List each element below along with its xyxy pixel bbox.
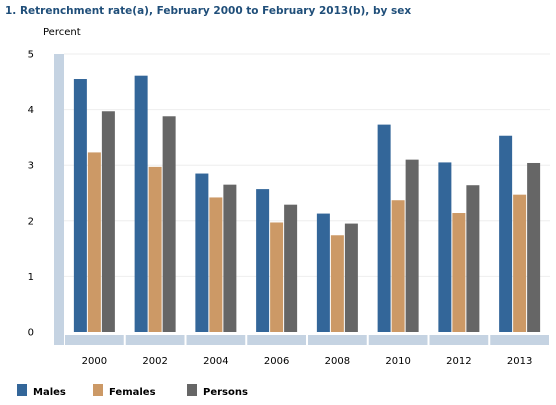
x-axis-segment xyxy=(65,335,124,345)
x-tick-label: 2013 xyxy=(507,356,532,367)
bar-males-2012 xyxy=(438,162,452,332)
bar-females-2004 xyxy=(209,197,223,332)
x-axis-segment xyxy=(368,335,428,345)
y-tick-label: 3 xyxy=(28,161,34,172)
bar-males-2008 xyxy=(316,213,330,332)
bar-females-2000 xyxy=(87,152,101,332)
legend-swatch-persons xyxy=(187,384,197,396)
bar-persons-2006 xyxy=(284,204,298,332)
x-tick-label: 2002 xyxy=(142,356,167,367)
bar-males-2000 xyxy=(73,79,87,333)
x-axis-segment xyxy=(308,335,367,345)
x-axis-segment xyxy=(490,335,549,345)
y-tick-label: 5 xyxy=(28,50,34,61)
bar-females-2006 xyxy=(270,222,284,332)
bar-females-2002 xyxy=(148,166,162,332)
x-axis: 2000 2002 2004 2006 2008 2010 2012 2013 xyxy=(65,335,549,367)
legend: Males Females Persons xyxy=(17,384,248,398)
x-tick-label: 2000 xyxy=(82,356,107,367)
bar-females-2013 xyxy=(513,194,527,332)
chart-title: 1. Retrenchment rate(a), February 2000 t… xyxy=(5,5,411,17)
x-tick-label: 2008 xyxy=(325,356,350,367)
x-axis-segment xyxy=(429,335,489,345)
y-tick-label: 2 xyxy=(28,216,34,227)
bar-males-2002 xyxy=(134,75,148,333)
bar-persons-2002 xyxy=(162,116,176,332)
bar-females-2012 xyxy=(452,213,466,332)
bar-persons-2012 xyxy=(466,185,480,332)
legend-label-females: Females xyxy=(109,387,156,398)
bars xyxy=(73,75,541,333)
x-tick-label: 2004 xyxy=(203,356,228,367)
x-axis-segment xyxy=(247,335,306,345)
bar-persons-2010 xyxy=(405,159,419,332)
bar-persons-2013 xyxy=(527,162,541,332)
bar-males-2006 xyxy=(256,189,270,332)
bar-males-2004 xyxy=(195,173,209,332)
y-axis-unit-label: Percent xyxy=(43,27,81,38)
bar-persons-2000 xyxy=(101,111,115,332)
bar-persons-2008 xyxy=(344,223,358,332)
legend-swatch-males xyxy=(17,384,27,396)
y-tick-label: 1 xyxy=(28,272,34,283)
bar-persons-2004 xyxy=(223,184,237,332)
x-tick-label: 2006 xyxy=(264,356,289,367)
y-axis: 0 1 2 3 4 5 xyxy=(28,50,64,345)
x-axis-segment xyxy=(125,335,185,345)
x-axis-segment xyxy=(186,335,246,345)
y-tick-label: 4 xyxy=(28,105,34,116)
x-tick-label: 2012 xyxy=(446,356,471,367)
legend-label-males: Males xyxy=(33,387,66,398)
bar-males-2013 xyxy=(499,135,513,332)
bar-females-2008 xyxy=(330,235,344,332)
x-tick-label: 2010 xyxy=(385,356,410,367)
y-tick-label: 0 xyxy=(28,328,34,339)
bar-females-2010 xyxy=(391,200,405,332)
y-axis-bar xyxy=(54,54,64,345)
legend-label-persons: Persons xyxy=(203,387,248,398)
bar-males-2010 xyxy=(377,124,391,332)
legend-swatch-females xyxy=(93,384,103,396)
